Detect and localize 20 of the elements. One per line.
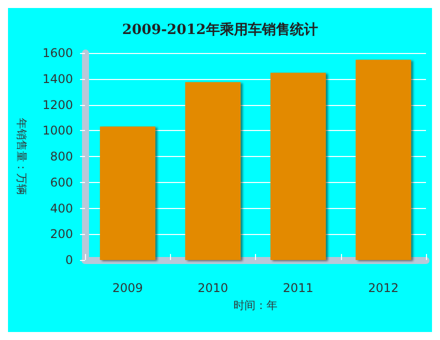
y-tick-label: 0 (65, 253, 73, 267)
y-tick-label: 1600 (42, 46, 73, 60)
y-tick-label: 1200 (42, 98, 73, 112)
x-tick-label: 2009 (112, 281, 143, 295)
bar (100, 126, 156, 260)
x-tick-label: 2010 (198, 281, 228, 295)
y-tick-label: 400 (50, 201, 73, 216)
y-tick-label: 800 (50, 150, 73, 164)
y-tick-label: 1000 (42, 124, 73, 138)
x-axis-title: 时间：年 (234, 299, 278, 312)
bar (185, 82, 241, 260)
y-tick-label: 1400 (42, 72, 73, 86)
y-tick-label: 200 (50, 227, 73, 242)
chart-title: 2009-2012年乘用车销售统计 (122, 21, 318, 38)
x-tick-label: 2012 (368, 281, 399, 295)
y-tick-label: 600 (50, 175, 73, 190)
bar (270, 72, 326, 260)
x-tick-label: 2011 (282, 281, 314, 295)
bar (356, 60, 412, 260)
y-axis-title: 年销售量：万辆 (15, 118, 28, 195)
